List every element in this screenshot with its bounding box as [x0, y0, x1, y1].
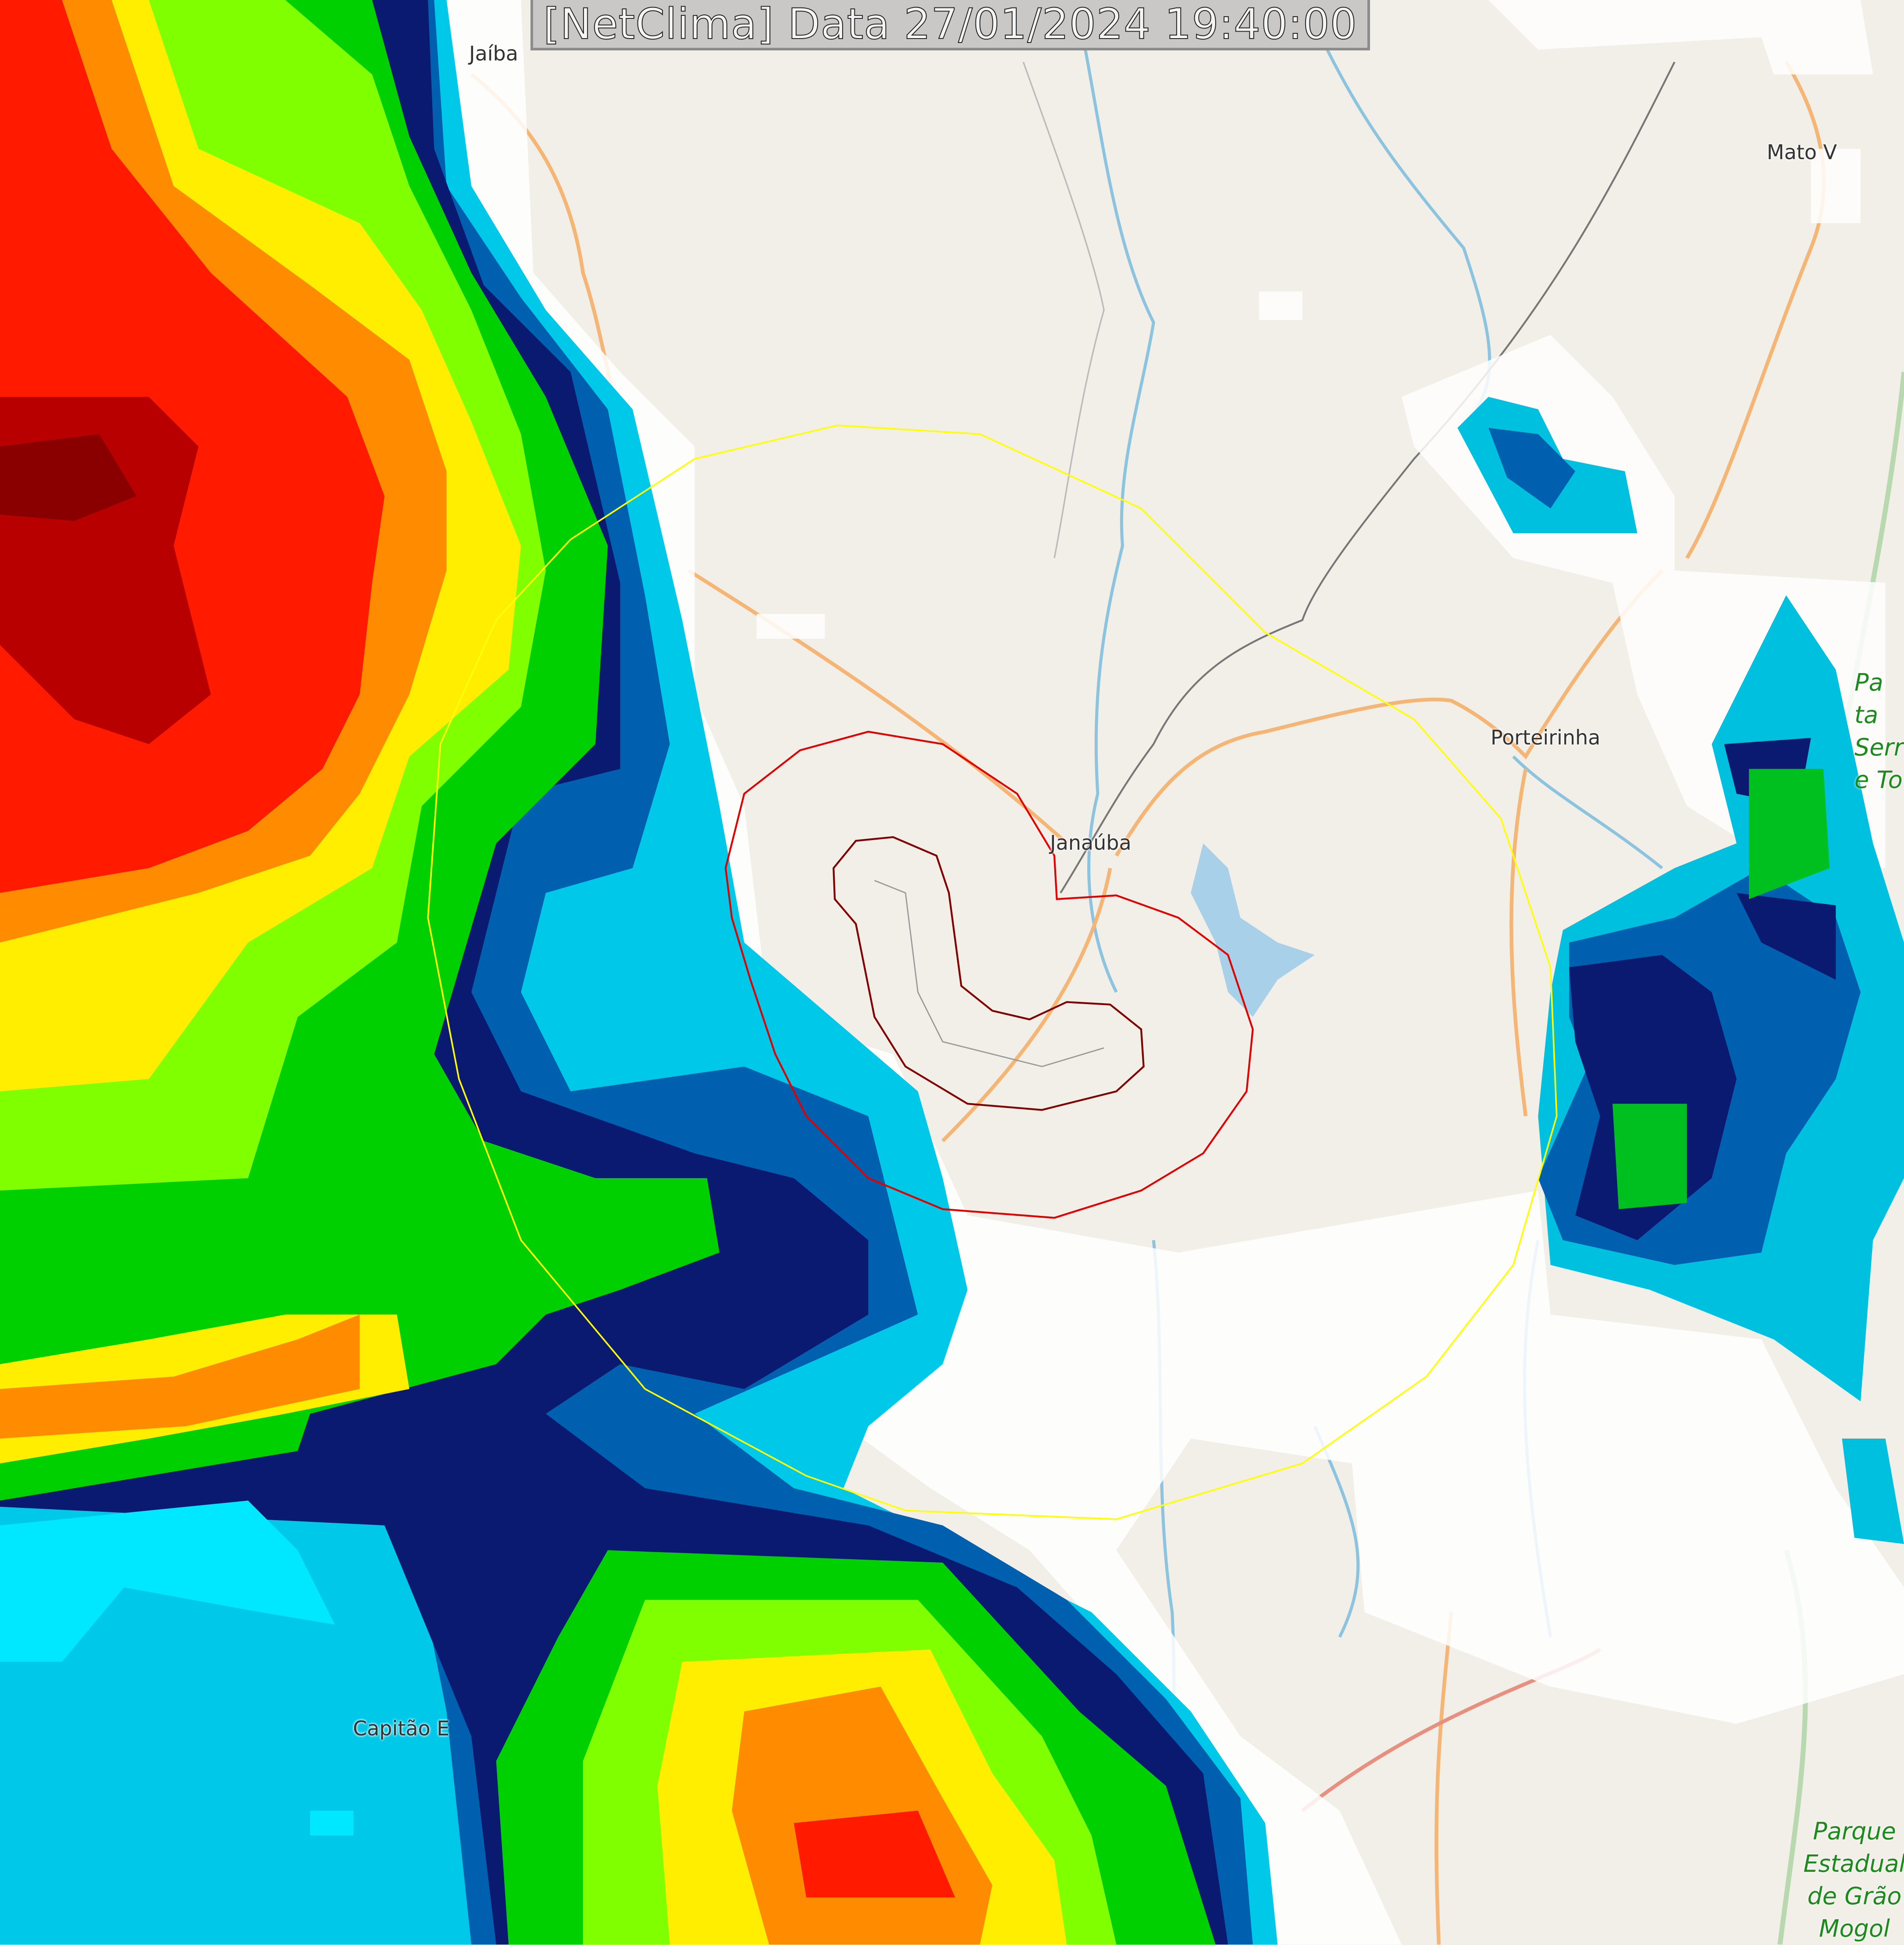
place-label-jaiba: Jaíba [469, 42, 518, 65]
park-label-line: Parque [1813, 1817, 1896, 1845]
radar-echo-red [0, 0, 955, 1898]
warning-outer-polygon-icon [724, 730, 1254, 1219]
local-road [874, 880, 1104, 1067]
place-label-capitao-eneas: Capitão E [353, 1717, 450, 1740]
railway [1060, 61, 1676, 894]
park-label-serra-nova: Pa ta Serr e To [1854, 666, 1904, 796]
park-label-line: Mogol [1819, 1915, 1890, 1942]
timestamp-banner: [NetClima] Data 27/01/2024 19:40:00 [530, 0, 1370, 50]
park-label-grao-mogol: Parque Estadual de Grão Mogol [1797, 1815, 1904, 1945]
boundary-line [1022, 61, 1105, 559]
warning-inner-polygon-icon [833, 836, 1145, 1111]
radar-echo-cyan-ll [0, 1500, 354, 1836]
radar-echo-right-blue [1488, 427, 1861, 1265]
place-label-mato-verde: Mato V [1767, 140, 1837, 164]
reservoir [1191, 843, 1315, 1017]
radar-echo-maroon [0, 434, 137, 521]
park-label-line: de Grão [1807, 1882, 1902, 1910]
park-label-line: Estadual [1803, 1850, 1904, 1877]
radar-echo-right-green [1612, 769, 1830, 1209]
place-label-porteirinha: Porteirinha [1491, 726, 1601, 749]
park-label-line: ta [1854, 701, 1879, 729]
park-label-line: Serr [1854, 734, 1904, 761]
place-label-janauba: Janaúba [1050, 831, 1132, 855]
park-label-line: e To [1854, 766, 1903, 794]
title-text: [NetClima] Data 27/01/2024 19:40:00 [543, 0, 1357, 49]
range-ring-icon [427, 424, 1558, 1520]
park-label-line: Pa [1854, 669, 1883, 696]
